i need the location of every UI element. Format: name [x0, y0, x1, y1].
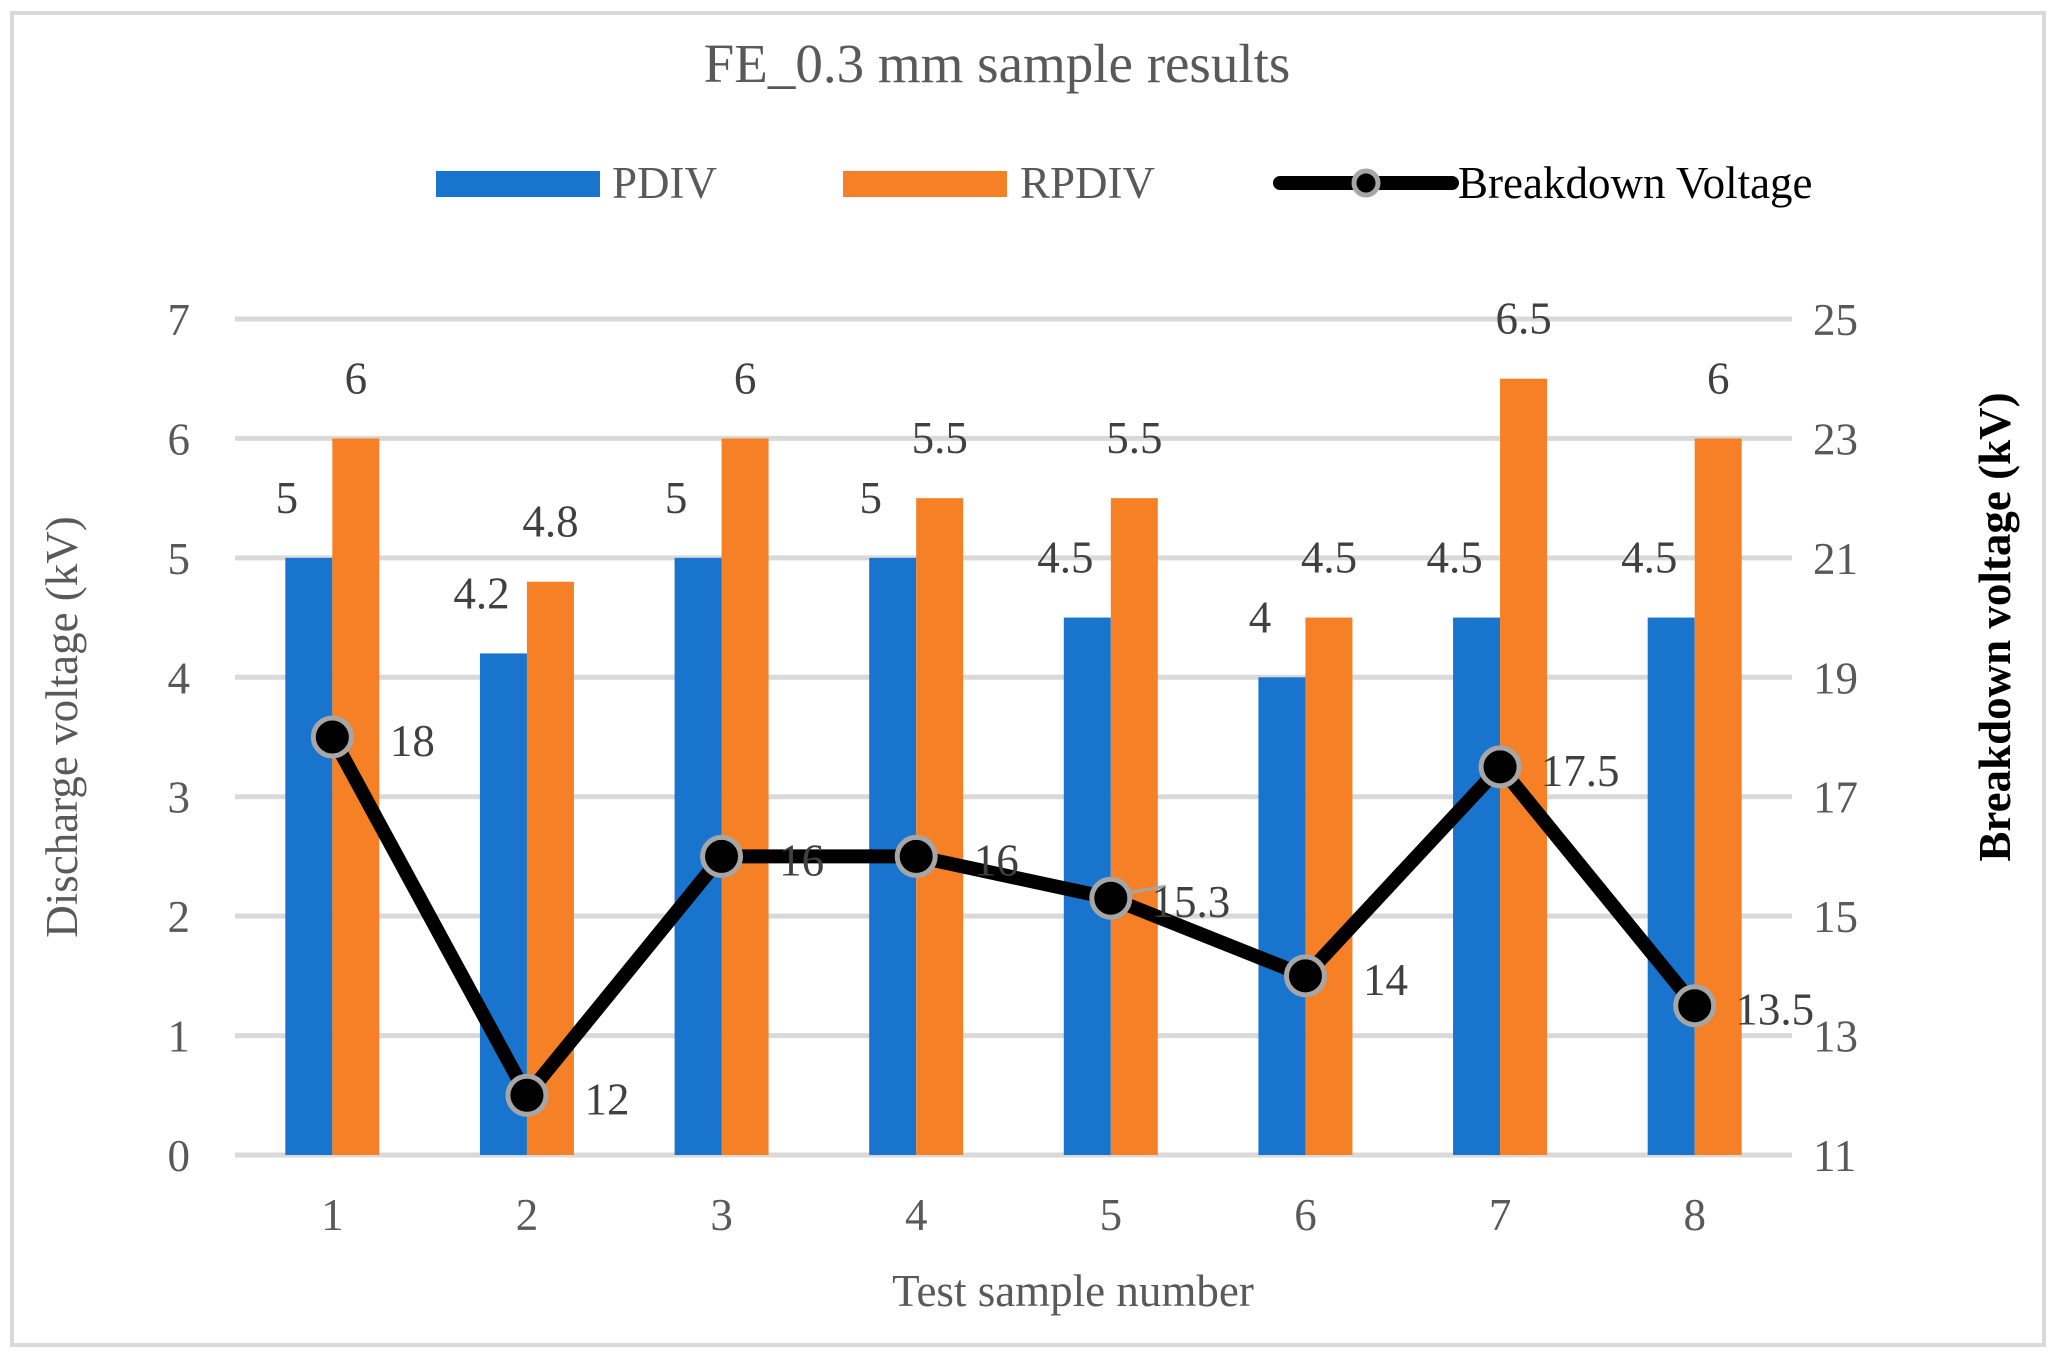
- x-axis-title: Test sample number: [892, 1266, 1254, 1316]
- x-tick-label: 2: [516, 1190, 539, 1240]
- rpdiv-data-label: 6: [734, 353, 757, 403]
- y2-tick-label: 23: [1813, 414, 1858, 464]
- x-tick-label: 6: [1294, 1190, 1317, 1240]
- rpdiv-data-label: 6: [1707, 353, 1730, 403]
- rpdiv-data-label: 4.8: [522, 497, 578, 547]
- rpdiv-data-label: 6: [345, 353, 368, 403]
- chart-title: FE_0.3 mm sample results: [704, 33, 1291, 94]
- rpdiv-data-label: 5.5: [912, 413, 968, 463]
- y2-tick-label: 17: [1813, 773, 1858, 823]
- pdiv-legend-swatch: [436, 171, 600, 197]
- breakdown-voltage-point: [703, 837, 741, 875]
- rpdiv-legend-label: RPDIV: [1020, 158, 1155, 208]
- x-tick-label: 3: [710, 1190, 733, 1240]
- breakdown-voltage-data-label: 13.5: [1735, 985, 1814, 1035]
- rpdiv-bar: [1695, 438, 1742, 1155]
- x-tick-label: 4: [905, 1190, 928, 1240]
- y-axis-title-right: Breakdown voltage (kV): [1970, 392, 2020, 861]
- rpdiv-bar: [916, 498, 963, 1155]
- y2-tick-label: 13: [1813, 1012, 1858, 1062]
- x-tick-label: 7: [1489, 1190, 1512, 1240]
- breakdown-voltage-legend-marker: [1354, 171, 1378, 195]
- y-tick-label: 2: [168, 892, 191, 942]
- y-tick-label: 0: [168, 1131, 191, 1181]
- breakdown-voltage-data-label: 15.3: [1151, 877, 1230, 927]
- rpdiv-bar: [1111, 498, 1158, 1155]
- y2-tick-label: 19: [1813, 653, 1858, 703]
- y2-tick-label: 21: [1813, 534, 1858, 584]
- x-tick-label: 1: [321, 1190, 344, 1240]
- pdiv-data-label: 4.2: [453, 568, 509, 618]
- y-tick-label: 4: [168, 653, 191, 703]
- y2-tick-label: 11: [1813, 1131, 1856, 1181]
- pdiv-data-label: 4.5: [1037, 533, 1093, 583]
- pdiv-data-label: 5: [859, 473, 882, 523]
- rpdiv-data-label: 5.5: [1106, 413, 1162, 463]
- y-tick-label: 1: [168, 1012, 191, 1062]
- pdiv-bar: [285, 558, 332, 1155]
- x-tick-label: 5: [1100, 1190, 1123, 1240]
- rpdiv-legend-swatch: [843, 171, 1007, 197]
- pdiv-bar: [1648, 618, 1695, 1155]
- x-tick-label: 8: [1683, 1190, 1706, 1240]
- pdiv-data-label: 4: [1249, 592, 1272, 642]
- pdiv-data-label: 4.5: [1426, 533, 1482, 583]
- pdiv-data-label: 5: [665, 473, 688, 523]
- y-tick-label: 7: [168, 295, 191, 345]
- pdiv-bar: [1258, 677, 1305, 1155]
- pdiv-bar: [1453, 618, 1500, 1155]
- y-tick-label: 3: [168, 773, 191, 823]
- chart-canvas: FE_0.3 mm sample results PDIV RPDIV Breakd…: [0, 0, 2056, 1358]
- y2-tick-label: 15: [1813, 892, 1858, 942]
- y-tick-label: 6: [168, 414, 191, 464]
- rpdiv-bar: [1305, 618, 1352, 1155]
- breakdown-voltage-point: [1676, 987, 1714, 1025]
- breakdown-voltage-data-label: 12: [584, 1074, 629, 1124]
- breakdown-voltage-data-label: 14: [1363, 955, 1408, 1005]
- rpdiv-data-label: 4.5: [1301, 533, 1357, 583]
- breakdown-voltage-point: [508, 1076, 546, 1114]
- breakdown-voltage-point: [1481, 748, 1519, 786]
- breakdown-voltage-data-label: 18: [390, 716, 435, 766]
- breakdown-voltage-point: [1286, 957, 1324, 995]
- breakdown-voltage-point: [1092, 879, 1130, 917]
- breakdown-voltage-point: [313, 718, 351, 756]
- breakdown-voltage-data-label: 16: [974, 835, 1019, 885]
- breakdown-voltage-data-label: 16: [779, 835, 824, 885]
- breakdown-voltage-data-label: 17.5: [1541, 746, 1620, 796]
- rpdiv-data-label: 6.5: [1495, 294, 1551, 344]
- y-axis-title-left: Discharge voltage (kV): [37, 516, 87, 938]
- pdiv-data-label: 5: [276, 473, 299, 523]
- pdiv-legend-label: PDIV: [612, 158, 717, 208]
- pdiv-data-label: 4.5: [1621, 533, 1677, 583]
- rpdiv-bar: [722, 438, 769, 1155]
- breakdown-voltage-legend-label: Breakdown Voltage: [1458, 158, 1813, 208]
- chart-container: FE_0.3 mm sample results PDIV RPDIV Breakd…: [0, 0, 2056, 1358]
- breakdown-voltage-point: [897, 837, 935, 875]
- legend: PDIV RPDIV Breakdown Voltage: [436, 158, 1813, 208]
- y-tick-label: 5: [168, 534, 191, 584]
- y2-tick-label: 25: [1813, 295, 1858, 345]
